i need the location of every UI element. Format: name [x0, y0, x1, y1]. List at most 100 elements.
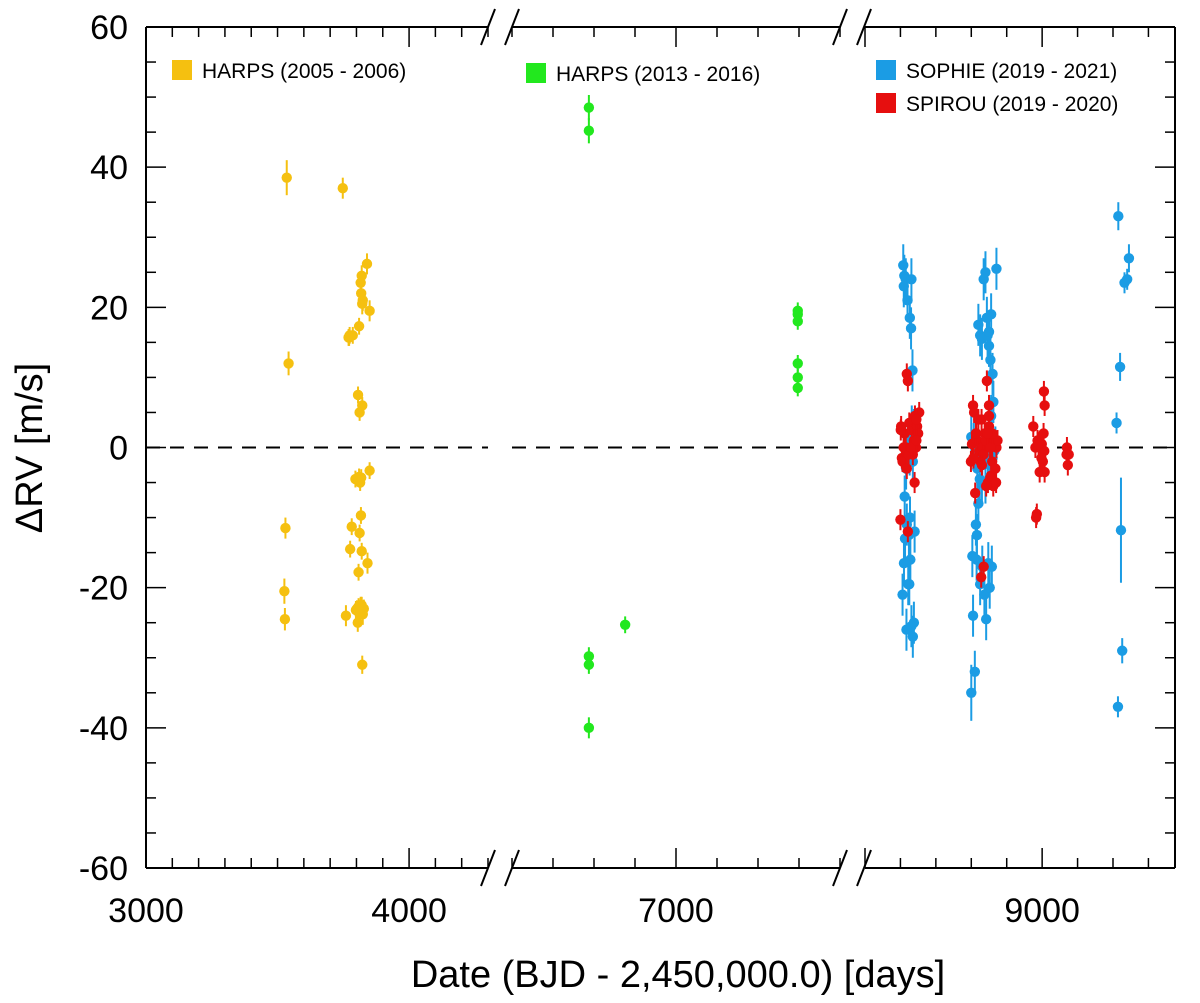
- data-point: [976, 566, 987, 588]
- marker: [792, 358, 803, 369]
- marker: [897, 589, 908, 600]
- data-point: [361, 253, 373, 275]
- marker: [364, 305, 375, 317]
- marker: [985, 442, 996, 453]
- marker: [968, 452, 979, 464]
- marker: [356, 546, 367, 557]
- marker: [1038, 386, 1050, 397]
- marker: [978, 561, 989, 572]
- marker: [982, 428, 993, 439]
- data-point: [1033, 433, 1044, 455]
- marker: [364, 465, 375, 476]
- data-point: [281, 160, 292, 196]
- marker: [901, 463, 913, 474]
- marker: [983, 326, 995, 338]
- marker: [905, 554, 916, 565]
- marker: [976, 571, 987, 583]
- marker: [1111, 417, 1122, 429]
- marker: [1112, 701, 1124, 713]
- marker: [902, 375, 914, 387]
- marker: [985, 309, 997, 320]
- marker: [970, 519, 982, 530]
- marker: [792, 372, 803, 383]
- data-point: [353, 317, 365, 335]
- marker: [352, 389, 364, 401]
- marker: [1039, 466, 1050, 478]
- data-point: [991, 247, 1002, 290]
- data-point: [354, 404, 365, 421]
- marker: [583, 102, 595, 113]
- x-tick-label: 9000: [1004, 892, 1080, 930]
- marker: [279, 614, 291, 625]
- data-point: [355, 469, 367, 487]
- data-point: [971, 538, 982, 581]
- marker: [361, 258, 373, 270]
- y-tick-label: -40: [79, 710, 128, 748]
- data-point: [283, 351, 294, 376]
- legend-label: HARPS (2005 - 2006): [202, 60, 406, 83]
- marker: [904, 578, 915, 590]
- data-point: [354, 524, 365, 542]
- data-point: [364, 300, 375, 322]
- data-point: [911, 408, 922, 430]
- data-points: [279, 94, 1135, 739]
- marker: [1114, 361, 1126, 373]
- marker: [1113, 211, 1124, 222]
- data-point: [1113, 202, 1124, 231]
- data-point: [619, 616, 631, 634]
- y-tick-label: 40: [90, 149, 128, 187]
- marker: [904, 512, 916, 523]
- marker: [344, 543, 356, 555]
- legend-swatch: [876, 93, 896, 113]
- data-point: [980, 251, 991, 294]
- data-point: [895, 509, 906, 531]
- marker: [337, 182, 348, 194]
- x-tick-label: 7000: [638, 892, 714, 930]
- data-point: [980, 598, 992, 641]
- marker: [985, 354, 996, 366]
- marker: [908, 617, 920, 628]
- data-point: [352, 386, 364, 404]
- marker: [340, 610, 352, 621]
- data-point: [970, 422, 982, 444]
- y-tick-label: 60: [90, 9, 128, 47]
- data-point: [905, 307, 917, 350]
- marker: [281, 172, 292, 183]
- marker: [1033, 438, 1044, 450]
- legend-swatch: [876, 60, 896, 80]
- marker: [986, 561, 998, 572]
- data-point: [967, 594, 979, 637]
- data-point: [986, 545, 998, 588]
- data-point: [1061, 443, 1072, 466]
- data-point: [1036, 447, 1047, 469]
- legend-swatch: [172, 60, 192, 80]
- data-point: [1030, 507, 1042, 529]
- marker: [969, 487, 981, 499]
- data-point: [346, 518, 357, 536]
- y-tick-label: 0: [109, 430, 128, 468]
- legend-swatch: [526, 63, 546, 83]
- marker: [970, 428, 982, 439]
- data-point: [980, 475, 992, 497]
- marker: [907, 631, 919, 642]
- data-point: [899, 475, 910, 518]
- marker: [1038, 428, 1049, 439]
- marker: [583, 125, 595, 136]
- marker: [343, 332, 355, 343]
- data-point: [968, 447, 979, 469]
- marker: [990, 477, 1002, 488]
- data-point: [356, 265, 367, 287]
- marker: [905, 323, 917, 334]
- marker: [906, 274, 917, 285]
- marker: [583, 659, 595, 670]
- axis-break-mark: [856, 849, 872, 887]
- legend-label: SPIROU (2019 - 2020): [906, 93, 1118, 116]
- data-point: [990, 472, 1002, 494]
- data-point: [1112, 696, 1124, 718]
- x-tick-label: 4000: [371, 892, 447, 930]
- marker: [987, 368, 998, 380]
- marker: [1030, 512, 1042, 523]
- data-point: [909, 472, 920, 494]
- marker: [980, 267, 991, 278]
- marker: [1121, 274, 1133, 285]
